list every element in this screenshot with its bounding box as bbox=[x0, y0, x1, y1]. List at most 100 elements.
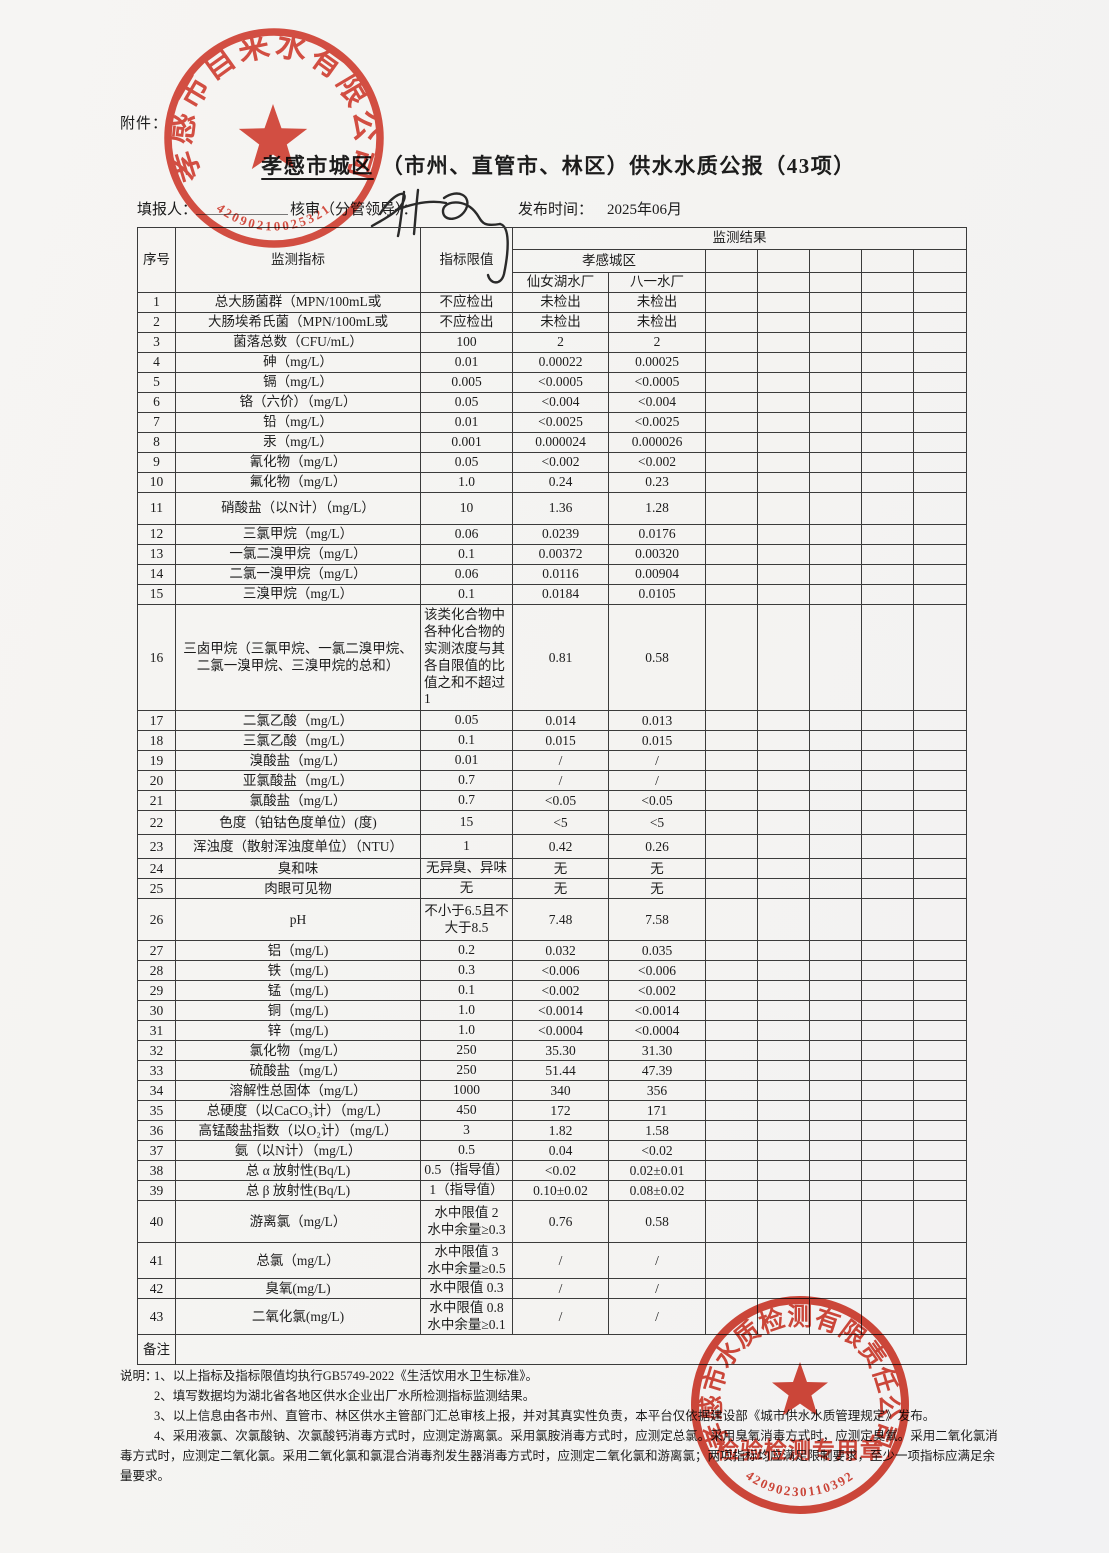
result-plant1: 0.000024 bbox=[512, 432, 609, 453]
indicator-name: 总 α 放射性(Bq/L) bbox=[175, 1160, 421, 1182]
empty-cell bbox=[809, 834, 862, 860]
empty-cell bbox=[912, 810, 968, 836]
result-plant2: 0.58 bbox=[608, 1200, 706, 1244]
result-plant1: <0.02 bbox=[512, 1160, 609, 1182]
result-plant2: / bbox=[608, 1278, 706, 1300]
table-row: 5 镉（mg/L） 0.005 <0.0005 <0.0005 bbox=[137, 372, 968, 393]
row-number: 3 bbox=[137, 332, 176, 353]
header-limit: 指标限值 bbox=[420, 227, 513, 293]
row-number: 38 bbox=[137, 1160, 176, 1182]
table-row: 29 锰（mg/L) 0.1 <0.002 <0.002 bbox=[137, 980, 968, 1002]
limit-value: 0.05 bbox=[420, 710, 513, 732]
row-number: 21 bbox=[137, 790, 176, 812]
empty-cell bbox=[912, 352, 968, 373]
limit-value: 不小于6.5且不 大于8.5 bbox=[420, 898, 513, 942]
result-plant2: 171 bbox=[608, 1100, 706, 1122]
result-plant2: 0.0176 bbox=[608, 524, 706, 545]
empty-cell bbox=[809, 492, 862, 525]
remark-empty-cell bbox=[174, 1334, 968, 1366]
empty-cell bbox=[809, 878, 862, 900]
empty-cell bbox=[912, 960, 968, 982]
table-row: 21 氯酸盐（mg/L） 0.7 <0.05 <0.05 bbox=[137, 790, 968, 812]
notes-label: 说明： bbox=[120, 1369, 158, 1383]
result-plant1: <0.0025 bbox=[512, 412, 609, 433]
table-row: 23 浑浊度（散射浑浊度单位）（NTU） 1 0.42 0.26 bbox=[137, 834, 968, 860]
empty-cell bbox=[705, 770, 758, 792]
indicator-name: 溴酸盐（mg/L） bbox=[175, 750, 421, 772]
empty-cell bbox=[861, 940, 914, 962]
limit-value: 不应检出 bbox=[420, 312, 513, 333]
result-plant2: <5 bbox=[608, 810, 706, 836]
result-plant1: <0.006 bbox=[512, 960, 609, 982]
empty-cell bbox=[757, 878, 810, 900]
limit-value: 0.2 bbox=[420, 940, 513, 962]
table-row: 16 三卤甲烷（三氯甲烷、一氯二溴甲烷、二氯一溴甲烷、三溴甲烷的总和） 该类化合物中… bbox=[137, 603, 968, 712]
row-number: 30 bbox=[137, 1000, 176, 1022]
empty-cell bbox=[861, 730, 914, 752]
empty-cell bbox=[861, 1040, 914, 1062]
reviewer-label: 核审（分管领导）： bbox=[290, 202, 418, 218]
empty-cell bbox=[861, 1298, 914, 1336]
empty-cell bbox=[809, 1040, 862, 1062]
empty-cell bbox=[757, 710, 810, 732]
empty-cell bbox=[861, 1100, 914, 1122]
empty-cell bbox=[912, 603, 968, 712]
empty-cell bbox=[705, 372, 758, 393]
empty-cell bbox=[809, 1080, 862, 1102]
indicator-name: 二氯乙酸（mg/L） bbox=[175, 710, 421, 732]
result-plant2: 0.0105 bbox=[608, 584, 706, 605]
indicator-name: 硫酸盐（mg/L） bbox=[175, 1060, 421, 1082]
empty-cell bbox=[757, 790, 810, 812]
empty-cell bbox=[912, 1160, 968, 1182]
empty-cell bbox=[912, 1278, 968, 1300]
empty-cell bbox=[861, 472, 914, 493]
limit-value: 0.005 bbox=[420, 372, 513, 393]
result-plant1: 1.36 bbox=[512, 492, 609, 525]
limit-value: 0.05 bbox=[420, 392, 513, 413]
result-plant2: <0.05 bbox=[608, 790, 706, 812]
empty-cell bbox=[861, 1242, 914, 1280]
note-item: 2、填写数据均为湖北省各地区供水企业出厂水所检测指标监测结果。 bbox=[154, 1389, 536, 1403]
empty-cell bbox=[861, 432, 914, 453]
indicator-name: 氟化物（mg/L） bbox=[175, 472, 421, 493]
result-plant1: <0.002 bbox=[512, 452, 609, 473]
empty-cell bbox=[861, 770, 914, 792]
indicator-name: 硝酸盐（以N计）（mg/L） bbox=[175, 492, 421, 525]
result-plant2: 0.23 bbox=[608, 472, 706, 493]
empty-cell bbox=[809, 332, 862, 353]
result-plant1: 0.10±0.02 bbox=[512, 1180, 609, 1202]
result-plant1: 未检出 bbox=[512, 292, 609, 313]
result-plant1: 0.24 bbox=[512, 472, 609, 493]
row-number: 5 bbox=[137, 372, 176, 393]
empty-cell bbox=[705, 940, 758, 962]
empty-cell bbox=[757, 730, 810, 752]
result-plant1: 35.30 bbox=[512, 1040, 609, 1062]
empty-cell bbox=[757, 1242, 810, 1280]
empty-cell bbox=[757, 810, 810, 836]
empty-cell bbox=[861, 564, 914, 585]
indicator-name: 铬（六价）（mg/L） bbox=[175, 392, 421, 413]
empty-cell bbox=[912, 524, 968, 545]
table-row: 3 菌落总数（CFU/mL） 100 2 2 bbox=[137, 332, 968, 353]
empty-cell bbox=[912, 544, 968, 565]
result-plant1: / bbox=[512, 1242, 609, 1280]
empty-cell bbox=[912, 312, 968, 333]
limit-value: 3 bbox=[420, 1120, 513, 1142]
row-number: 6 bbox=[137, 392, 176, 413]
empty-cell bbox=[861, 980, 914, 1002]
limit-value: 15 bbox=[420, 810, 513, 836]
empty-cell bbox=[757, 332, 810, 353]
limit-value: 0.3 bbox=[420, 960, 513, 982]
empty-cell bbox=[912, 750, 968, 772]
empty-cell bbox=[705, 1120, 758, 1142]
empty-cell bbox=[861, 1278, 914, 1300]
table-row: 25 肉眼可见物无无无 bbox=[137, 878, 968, 900]
table-row: 26 pH 不小于6.5且不 大于8.5 7.48 7.58 bbox=[137, 898, 968, 942]
company-seal-top: 孝感市自来水有限公司 42090210025321 bbox=[156, 20, 392, 261]
empty-cell bbox=[861, 1160, 914, 1182]
empty-cell bbox=[705, 1200, 758, 1244]
indicator-name: 氨（以N计）（mg/L） bbox=[175, 1140, 421, 1162]
table-row: 39 总 β 放射性(Bq/L) 1（指导值） 0.10±0.02 0.08±0.02 bbox=[137, 1180, 968, 1202]
result-plant2: / bbox=[608, 750, 706, 772]
title-region: 孝感市城区 bbox=[261, 154, 374, 178]
